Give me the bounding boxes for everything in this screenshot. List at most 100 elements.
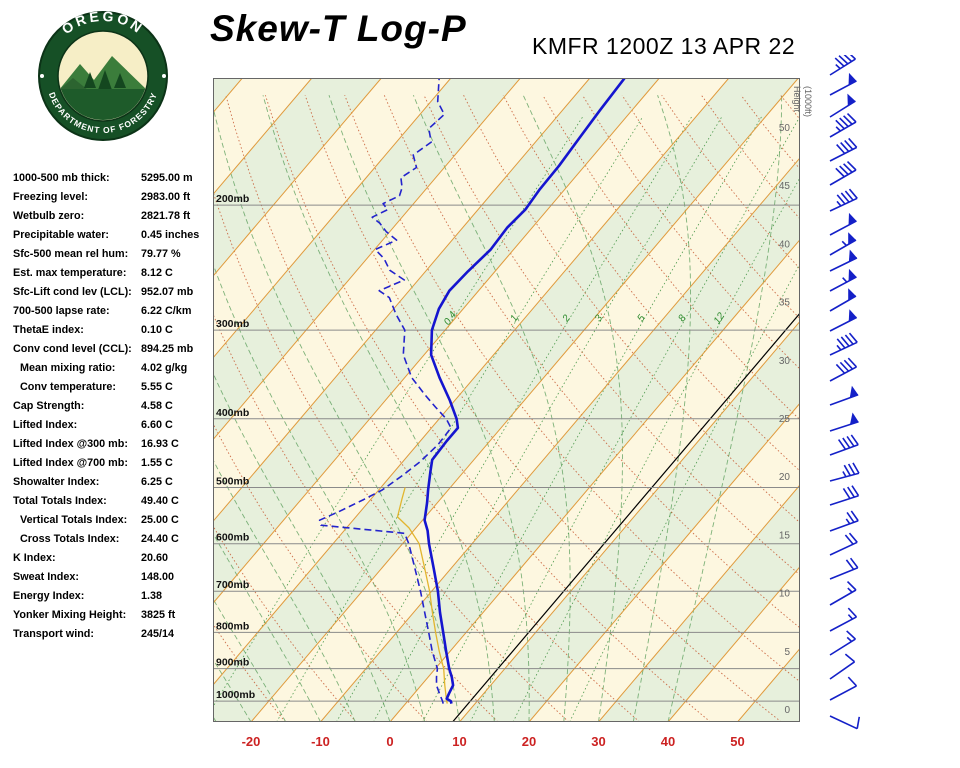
isotherm-line [213,78,591,523]
wind-barb [829,160,857,186]
dewpoint-line [318,78,452,704]
wind-barb [829,385,859,406]
wetbulb-line [396,487,448,704]
index-label: 700-500 lapse rate: [13,305,110,317]
wind-barb [829,188,858,212]
wind-barb [829,249,858,272]
height-tick-label: 15 [779,530,791,541]
wind-barb [829,268,857,292]
moist-adiabat-line [667,95,783,722]
moist-adiabat-line [262,95,495,722]
pressure-label: 300mb [216,318,249,330]
dry-adiabat-line [213,190,570,722]
index-row: Sfc-Lift cond lev (LCL): 952.07 mb [13,283,225,302]
page-title: Skew-T Log-P [210,8,467,49]
index-row: Vertical Totals Index: 25.00 C [13,511,225,530]
mixing-ratio-line [336,116,693,722]
dry-adiabat-line [213,313,499,722]
index-row: Lifted Index @300 mb: 16.93 C [13,435,225,454]
index-value: 2821.78 ft [141,210,191,222]
index-row: Total Totals Index: 49.40 C [13,492,225,511]
index-label: Vertical Totals Index: [20,514,128,526]
dry-adiabat-line [383,95,800,629]
index-row: Yonker Mixing Height: 3825 ft [13,606,225,625]
height-tick-label: 10 [779,589,791,600]
moist-adiabat-line [213,532,321,722]
index-value: 2983.00 ft [141,191,191,203]
height-tick-label: 20 [779,472,791,483]
index-row: Cross Totals Index: 24.40 C [13,530,225,549]
skewt-plot-area: 0.4 1 2 3 5 8 12 [213,78,800,722]
index-value: 6.25 C [141,476,173,488]
indices-panel: 1000-500 mb thick: 5295.00 m Freezing leve… [13,169,225,644]
temp-axis-label: 20 [522,734,536,749]
isotherm-line [213,78,730,686]
index-label: Wetbulb zero: [13,210,85,222]
index-label: K Index: [13,552,56,564]
index-value: 4.02 g/kg [141,362,188,374]
isotherm-line [459,320,800,722]
temp-axis-label: -10 [311,734,330,749]
wind-barb [829,580,857,606]
height-tick-label: 35 [779,298,791,309]
index-value: 6.22 C/km [141,305,192,317]
index-label: Precipitable water: [13,229,110,241]
dry-adiabat-line [225,95,640,722]
pressure-label: 700mb [216,579,249,591]
wind-barb [829,112,857,138]
mixing-ratio-line [422,116,763,722]
moist-adiabat-line [213,658,252,722]
index-row: 1000-500 mb thick: 5295.00 m [13,169,225,188]
wind-barb [829,676,858,701]
wind-barb [829,93,856,118]
pressure-label: 400mb [216,407,249,419]
isotherm-line [667,565,800,722]
mixing-ratio-line [512,176,800,722]
index-row: Sweat Index: 148.00 [13,568,225,587]
mixing-ratio-line [569,262,800,722]
dry-adiabat-line [304,95,782,722]
index-row: Mean mixing ratio: 4.02 g/kg [13,359,225,378]
mixing-ratio-label: 5 [635,313,647,324]
moist-adiabat-line [632,95,692,722]
pressure-label: 200mb [216,193,249,205]
index-row: Lifted Index: 6.60 C [13,416,225,435]
isotherm-line [250,78,799,722]
height-axis-title: Height [792,86,802,113]
dry-adiabat-line [344,95,800,683]
wind-barb-column [829,55,861,730]
index-value: 8.12 C [141,267,173,279]
index-value: 20.60 [141,552,169,564]
index-label: ThetaE index: [13,324,84,336]
index-value: 0.10 C [141,324,173,336]
wind-barb [829,309,858,332]
temp-axis-label: 50 [730,734,744,749]
index-label: Mean mixing ratio: [20,362,116,374]
index-row: Precipitable water: 0.45 inches [13,226,225,245]
moist-adiabat-line [213,262,426,722]
reference-line [452,312,800,722]
index-label: Cross Totals Index: [20,533,120,545]
index-label: Lifted Index @700 mb: [13,457,128,469]
wind-barb [829,332,858,356]
index-label: Sweat Index: [13,571,79,583]
height-tick-label: 25 [779,414,791,425]
index-row: Lifted Index @700 mb: 1.55 C [13,454,225,473]
index-value: 3825 ft [141,609,176,621]
index-row: ThetaE index: 0.10 C [13,321,225,340]
isotherm-line [528,402,800,722]
pressure-label: 900mb [216,657,249,669]
index-value: 6.60 C [141,419,173,431]
isotherm-line [213,78,452,359]
height-tick-label: 45 [779,181,791,192]
index-row: Cap Strength: 4.58 C [13,397,225,416]
index-row: Est. max temperature: 8.12 C [13,264,225,283]
moist-adiabat-line [522,95,623,722]
index-value: 0.45 inches [141,229,200,241]
index-row: Wetbulb zero: 2821.78 ft [13,207,225,226]
height-axis-units: (1000ft) [803,86,813,117]
temp-axis-label: 10 [452,734,466,749]
index-row: 700-500 lapse rate: 6.22 C/km [13,302,225,321]
dry-adiabat-line [264,95,711,722]
mixing-ratio-label: 8 [676,313,688,324]
